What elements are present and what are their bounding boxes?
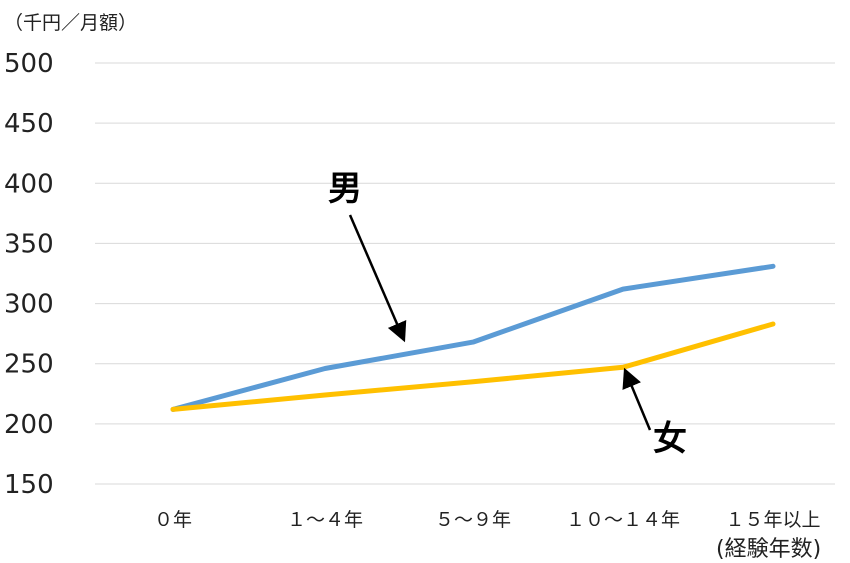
series-line-male xyxy=(170,263,776,412)
x-axis-title: (経験年数) xyxy=(716,537,822,562)
annotation-female-label: 女 xyxy=(653,419,687,459)
unit-label: （千円／月額） xyxy=(4,12,138,34)
y-tick-label: 400 xyxy=(4,169,54,199)
y-tick-label: 250 xyxy=(4,350,54,380)
x-tick-label: ５～９年 xyxy=(435,509,511,531)
x-tick-label: ０年 xyxy=(154,509,192,531)
annotation-female-arrow xyxy=(622,367,652,431)
x-tick-labels: ０年 １～４年 ５～９年 １０～１４年 １５年以上 xyxy=(154,509,821,531)
y-tick-label: 200 xyxy=(4,410,54,440)
x-tick-label: １～４年 xyxy=(287,509,363,531)
series-lines xyxy=(170,263,776,412)
y-tick-labels: 150 200 250 300 350 400 450 500 xyxy=(4,49,54,500)
x-tick-label: １５年以上 xyxy=(725,509,820,531)
annotations: 男女 xyxy=(328,169,687,459)
annotation-male-arrow xyxy=(348,214,407,343)
y-tick-label: 500 xyxy=(4,49,54,79)
y-tick-label: 300 xyxy=(4,290,54,320)
y-tick-label: 450 xyxy=(4,109,54,139)
y-tick-label: 350 xyxy=(4,229,54,259)
x-tick-label: １０～１４年 xyxy=(566,509,680,531)
series-line-female xyxy=(170,321,776,412)
gridlines xyxy=(95,62,835,485)
annotation-male-label: 男 xyxy=(328,169,362,209)
y-tick-label: 150 xyxy=(4,470,54,500)
